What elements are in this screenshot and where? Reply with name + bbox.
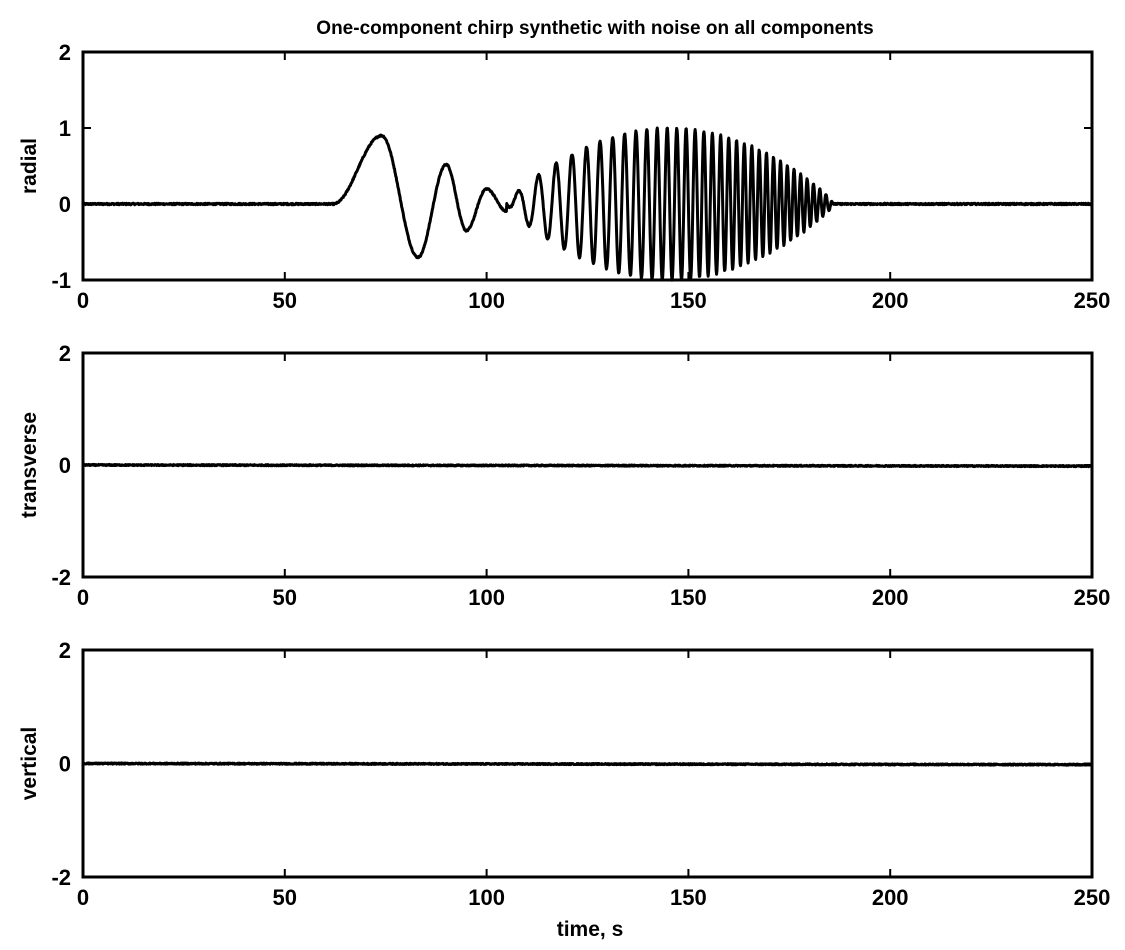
y-tick-label: -2 xyxy=(51,565,71,590)
y-tick-label: 2 xyxy=(59,40,71,65)
y-axis-label: vertical xyxy=(18,727,41,801)
series-line xyxy=(81,761,1094,767)
x-tick-label: 150 xyxy=(670,885,707,910)
y-axis-label: radial xyxy=(18,138,41,194)
y-tick-label: 2 xyxy=(59,341,71,366)
x-tick-label: 100 xyxy=(468,288,505,313)
x-tick-label: 200 xyxy=(872,885,909,910)
y-axis-label: transverse xyxy=(18,412,41,518)
series-line xyxy=(81,126,1094,282)
x-tick-label: 0 xyxy=(77,288,89,313)
x-tick-label: 100 xyxy=(468,585,505,610)
y-tick-label: -2 xyxy=(51,865,71,890)
x-tick-label: 250 xyxy=(1074,288,1111,313)
x-tick-label: 250 xyxy=(1074,885,1111,910)
x-tick-label: 150 xyxy=(670,288,707,313)
y-tick-label: 0 xyxy=(59,192,71,217)
y-tick-label: 0 xyxy=(59,453,71,478)
x-tick-label: 200 xyxy=(872,288,909,313)
chart-title: One-component chirp synthetic with noise… xyxy=(316,18,873,39)
y-tick-label: -1 xyxy=(51,268,71,293)
x-tick-label: 0 xyxy=(77,585,89,610)
y-tick-label: 2 xyxy=(59,638,71,663)
x-tick-label: 250 xyxy=(1074,585,1111,610)
x-tick-label: 50 xyxy=(273,885,297,910)
y-tick-label: 0 xyxy=(59,752,71,777)
series-line xyxy=(81,462,1094,469)
x-tick-label: 150 xyxy=(670,585,707,610)
x-tick-label: 50 xyxy=(273,288,297,313)
x-tick-label: 50 xyxy=(273,585,297,610)
plot-frame xyxy=(81,50,1094,282)
x-tick-label: 0 xyxy=(77,885,89,910)
x-tick-label: 100 xyxy=(468,885,505,910)
x-tick-label: 200 xyxy=(872,585,909,610)
y-tick-label: 1 xyxy=(59,116,71,141)
x-axis-label: time, s xyxy=(557,918,624,941)
